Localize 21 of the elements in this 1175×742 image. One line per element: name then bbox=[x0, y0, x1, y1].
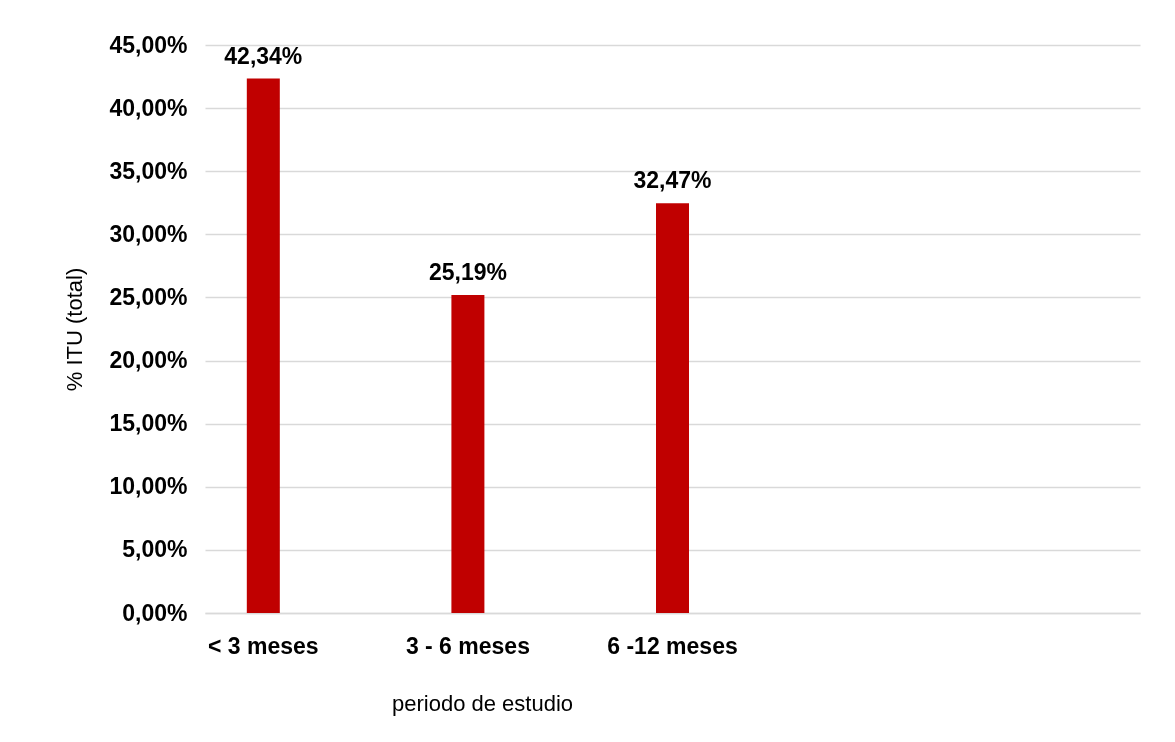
x-tick-label: 6 -12 meses bbox=[607, 632, 738, 659]
y-tick-label: 0,00% bbox=[122, 599, 188, 626]
x-tick-label: 3 - 6 meses bbox=[405, 632, 530, 659]
y-tick-label: 10,00% bbox=[109, 473, 188, 500]
y-tick-label: 25,00% bbox=[109, 283, 188, 310]
y-axis-title: % ITU (total) bbox=[62, 267, 88, 392]
y-tick-label: 20,00% bbox=[109, 347, 188, 374]
y-tick-label: 45,00% bbox=[109, 31, 188, 58]
bar bbox=[656, 203, 689, 613]
y-tick-label: 5,00% bbox=[122, 536, 188, 563]
data-label: 32,47% bbox=[633, 167, 712, 194]
y-tick-label: 15,00% bbox=[109, 410, 188, 437]
data-label: 25,19% bbox=[428, 259, 507, 286]
x-tick-label: < 3 meses bbox=[208, 632, 319, 659]
data-label: 42,34% bbox=[224, 42, 303, 69]
y-tick-label: 35,00% bbox=[109, 157, 188, 184]
x-axis-title: periodo de estudio bbox=[391, 690, 574, 716]
y-tick-label: 30,00% bbox=[109, 220, 188, 247]
y-tick-label: 40,00% bbox=[109, 94, 188, 121]
bar bbox=[246, 78, 280, 613]
bar bbox=[451, 295, 485, 613]
